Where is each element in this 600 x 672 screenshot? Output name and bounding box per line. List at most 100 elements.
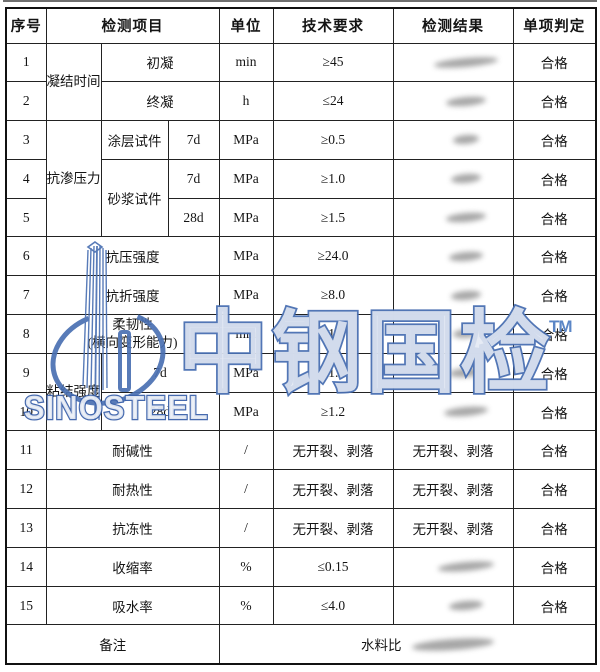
item-cell: 涂层试件 bbox=[100, 120, 169, 160]
judgment-cell: 合格 bbox=[512, 197, 597, 238]
header-item: 检测项目 bbox=[45, 7, 220, 44]
redacted-result-smudge bbox=[437, 559, 495, 574]
item-cell: 抗折强度 bbox=[45, 275, 220, 316]
requirement-cell: 无开裂、剥落 bbox=[272, 508, 394, 548]
item-cell: 抗压强度 bbox=[45, 236, 220, 277]
table-row: 4 砂浆试件 7d MPa ≥1.0 合格 bbox=[5, 158, 597, 238]
requirement-cell: ≥8.0 bbox=[272, 275, 394, 316]
row-no: 7 bbox=[5, 275, 47, 316]
age-cell: 7d bbox=[167, 158, 220, 199]
redacted-result-smudge bbox=[433, 55, 499, 70]
table-row: 7 抗折强度 MPa ≥8.0 合格 bbox=[5, 275, 597, 316]
row-no: 1 bbox=[5, 42, 47, 83]
result-cell bbox=[392, 42, 514, 83]
item-cell: 初凝 bbox=[100, 42, 220, 83]
redacted-remark-smudge bbox=[411, 635, 494, 653]
header-unit: 单位 bbox=[218, 7, 274, 44]
redacted-result-smudge bbox=[443, 405, 489, 418]
redacted-result-smudge bbox=[452, 134, 480, 146]
remark-value: 水料比 bbox=[361, 638, 402, 654]
judgment-cell: 合格 bbox=[512, 275, 597, 316]
unit-cell: min bbox=[218, 42, 274, 83]
redacted-result-smudge bbox=[450, 289, 482, 301]
inspection-table: 序号 检测项目 单位 技术要求 检测结果 单项判定 1 凝结时间 初凝 min … bbox=[5, 7, 597, 665]
row-no: 6 bbox=[5, 236, 47, 277]
item-cell: 终凝 bbox=[100, 81, 220, 122]
unit-cell: h bbox=[218, 81, 274, 122]
requirement-cell: ≥1.5 bbox=[272, 197, 394, 238]
requirement-cell: ≤4.0 bbox=[272, 585, 394, 626]
table-row: 11 耐碱性 / 无开裂、剥落 无开裂、剥落 合格 bbox=[5, 430, 597, 471]
redacted-result-smudge bbox=[445, 211, 487, 224]
requirement-cell: 无开裂、剥落 bbox=[272, 430, 394, 471]
judgment-cell: 合格 bbox=[512, 236, 597, 277]
result-cell bbox=[392, 236, 514, 277]
judgment-cell: 合格 bbox=[512, 585, 597, 626]
row-no: 13 bbox=[5, 508, 47, 548]
header-result: 检测结果 bbox=[392, 7, 514, 44]
item-cell: 柔韧性 (横向变形能力) bbox=[45, 314, 220, 354]
judgment-cell: 合格 bbox=[512, 546, 597, 587]
requirement-cell: ≥1.2 bbox=[272, 391, 394, 432]
age-cell: 7d bbox=[167, 120, 220, 160]
table-row: 13 抗冻性 / 无开裂、剥落 无开裂、剥落 合格 bbox=[5, 508, 597, 548]
row-no: 14 bbox=[5, 546, 47, 587]
item-cell: 砂浆试件 bbox=[100, 158, 169, 238]
unit-cell: mm bbox=[218, 314, 274, 354]
result-cell bbox=[392, 275, 514, 316]
judgment-cell: 合格 bbox=[512, 314, 597, 354]
table-row: 10 28d MPa ≥1.2 合格 bbox=[5, 391, 597, 432]
table-row: 2 终凝 h ≤24 合格 bbox=[5, 81, 597, 122]
redacted-result-smudge bbox=[448, 599, 484, 612]
unit-cell: / bbox=[218, 508, 274, 548]
row-no: 10 bbox=[5, 391, 47, 432]
table-header-row: 序号 检测项目 单位 技术要求 检测结果 单项判定 bbox=[5, 7, 597, 44]
unit-cell: MPa bbox=[218, 352, 274, 393]
table-row: 8 柔韧性 (横向变形能力) mm ≥1.0 合格 bbox=[5, 314, 597, 354]
judgment-cell: 合格 bbox=[512, 42, 597, 83]
row-no: 5 bbox=[5, 197, 47, 238]
row-no: 15 bbox=[5, 585, 47, 626]
result-cell bbox=[392, 197, 514, 238]
requirement-cell: ≥1.0 bbox=[272, 314, 394, 354]
table-row: 3 抗渗压力 涂层试件 7d MPa ≥0.5 合格 bbox=[5, 120, 597, 238]
header-requirement: 技术要求 bbox=[272, 7, 394, 44]
result-cell bbox=[392, 314, 514, 354]
unit-cell: MPa bbox=[218, 275, 274, 316]
table-row: 5 28d MPa ≥1.5 合格 bbox=[5, 197, 597, 238]
unit-cell: % bbox=[218, 546, 274, 587]
unit-cell: MPa bbox=[218, 120, 274, 160]
redacted-result-smudge bbox=[448, 250, 484, 263]
item-group-cell: 粘结强度 bbox=[45, 352, 102, 432]
requirement-cell: ≥24.0 bbox=[272, 236, 394, 277]
age-cell: 28d bbox=[100, 391, 220, 432]
redacted-result-smudge bbox=[445, 94, 487, 108]
judgment-cell: 合格 bbox=[512, 158, 597, 199]
unit-cell: MPa bbox=[218, 197, 274, 238]
remark-label: 备注 bbox=[5, 624, 220, 665]
requirement-cell: ≥45 bbox=[272, 42, 394, 83]
unit-cell: / bbox=[218, 430, 274, 471]
header-no: 序号 bbox=[5, 7, 47, 44]
table-row: 1 凝结时间 初凝 min ≥45 合格 bbox=[5, 42, 597, 122]
requirement-cell: ≤24 bbox=[272, 81, 394, 122]
judgment-cell: 合格 bbox=[512, 120, 597, 160]
item-cell: 吸水率 bbox=[45, 585, 220, 626]
row-no: 8 bbox=[5, 314, 47, 354]
table-row: 9 粘结强度 7d MPa ≥1.0 合格 bbox=[5, 352, 597, 432]
age-cell: 28d bbox=[167, 197, 220, 238]
result-cell bbox=[392, 158, 514, 199]
table-row: 12 耐热性 / 无开裂、剥落 无开裂、剥落 合格 bbox=[5, 469, 597, 510]
result-cell bbox=[392, 352, 514, 393]
unit-cell: % bbox=[218, 585, 274, 626]
table-row: 15 吸水率 % ≤4.0 合格 bbox=[5, 585, 597, 626]
row-no: 11 bbox=[5, 430, 47, 471]
result-cell bbox=[392, 81, 514, 122]
remark-value-cell: 水料比 bbox=[218, 624, 597, 665]
requirement-cell: 无开裂、剥落 bbox=[272, 469, 394, 510]
requirement-cell: ≥1.0 bbox=[272, 352, 394, 393]
redacted-result-smudge bbox=[452, 328, 480, 340]
result-cell: 无开裂、剥落 bbox=[392, 430, 514, 471]
redacted-result-smudge bbox=[448, 366, 484, 379]
